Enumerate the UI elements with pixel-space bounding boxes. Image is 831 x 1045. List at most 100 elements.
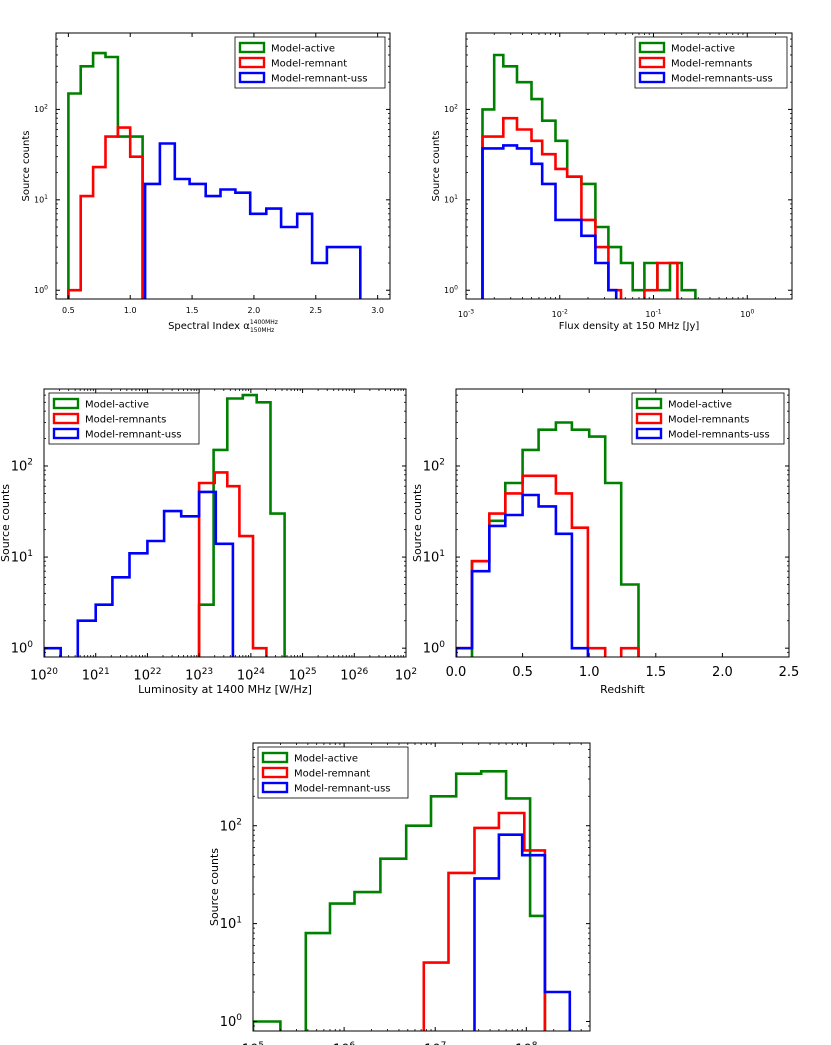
x-tick-label: 1021 [82,667,110,684]
x-tick-label: 1024 [237,667,265,684]
x-tick-label: 1.5 [186,306,199,315]
series-line-1 [470,421,640,657]
x-axis-label: Flux density at 150 MHz [Jy] [559,321,700,332]
y-tick-label: 102 [220,817,242,834]
legend-swatch-1 [635,397,663,410]
chart-panel-4: 0.0 0.5 1.0 1.5 2.0 2.5 100 101 102 Redshift Sourc… [411,388,800,696]
series-line-3 [143,142,362,299]
legend-swatch-3 [635,427,663,440]
legend-label-3: Model-remnants-uss [668,430,770,441]
x-tick-label: 1025 [289,667,317,684]
chart-panel-1: 0.5 1.0 1.5 2.0 2.5 3.0 100 101 102 Spectral Inde… [21,32,391,334]
y-tick-label: 100 [220,1013,243,1030]
x-axis-label: Spectral Index α1400MHz 150MHz [168,319,278,334]
legend-swatch-3 [238,71,266,84]
legend-label-2: Model-remnant [294,769,370,780]
x-tick-label: 106 [333,1041,356,1045]
y-tick-label: 100 [34,284,48,295]
series-line-2 [67,126,144,299]
series-line-1 [481,53,697,299]
plot-frame [455,388,790,658]
legend: Model-active Model-remnants Model-remnants… [634,36,788,89]
y-tick-label: 102 [11,458,33,475]
legend-swatch-1 [238,41,266,54]
series-line-2 [197,471,268,657]
x-axis-label: Redshift [600,683,645,696]
y-axis-label: Source counts [21,131,32,202]
y-tick-label: 100 [444,284,458,295]
legend-swatch-2 [635,412,663,425]
y-axis-label: Source counts [431,131,442,202]
series-line-3 [456,493,590,657]
y-tick-label: 101 [34,194,48,205]
x-tick-label: 1.0 [579,665,600,680]
legend-box [48,392,200,445]
legend-label-1: Model-active [668,400,732,411]
series-line-2 [422,811,547,1031]
legend-label-2: Model-remnant [271,59,347,70]
y-tick-label: 100 [423,640,446,657]
y-axis-label: Source counts [411,484,424,562]
y-tick-label: 101 [11,549,33,566]
series-line-2 [481,116,679,299]
legend-label-3: Model-remnant-uss [271,74,368,85]
x-tick-label: 10-1 [645,309,661,320]
series-line-1 [253,770,547,1031]
x-tick-label: 1023 [185,667,213,684]
legend: Model-active Model-remnant Model-remnant-u… [257,746,409,799]
legend-box [631,392,785,445]
x-tick-label: 0.5 [62,306,75,315]
legend-label-3: Model-remnant-uss [85,430,182,441]
x-tick-label: 2.5 [779,665,800,680]
legend-swatch-2 [638,56,666,69]
x-tick-label: 108 [515,1041,538,1045]
x-tick-label: 2.5 [309,306,322,315]
series-line-2 [456,474,640,657]
x-tick-label: 3.0 [371,306,384,315]
legend-swatch-2 [52,412,80,425]
plot-frame [55,32,391,300]
series-line-3 [481,144,618,299]
legend-label-3: Model-remnant-uss [294,784,391,795]
plot-frame [465,32,793,300]
legend-swatch-3 [261,781,289,794]
legend-swatch-1 [261,751,289,764]
legend-label-3: Model-remnants-uss [671,74,773,85]
x-tick-label: 1026 [340,667,368,684]
x-tick-label: 1020 [30,667,58,684]
legend-swatch-1 [52,397,80,410]
chart-panel-5: 105106107108100101102Age [yr]Source coun… [208,742,591,1045]
legend: Model-active Model-remnant Model-remnant-u… [234,36,386,89]
x-tick-label: 102 [395,667,417,684]
plot-frame [43,388,407,658]
x-tick-label: 0.0 [446,665,467,680]
y-tick-label: 101 [423,549,445,566]
legend-box [234,36,386,89]
x-tick-label: 10-2 [552,309,568,320]
legend-swatch-2 [261,766,289,779]
legend: Model-active Model-remnants Model-remnant-… [48,392,200,445]
x-tick-label: 105 [242,1041,264,1045]
series-line-3 [44,490,235,657]
y-tick-label: 102 [444,104,458,115]
legend-swatch-3 [638,71,666,84]
legend-label-2: Model-remnants [85,415,166,426]
x-tick-label: 107 [424,1041,446,1045]
x-axis-label: Luminosity at 1400 MHz [W/Hz] [138,683,312,696]
legend-label-1: Model-active [271,44,335,55]
y-tick-label: 102 [423,458,445,475]
y-axis-label: Source counts [0,484,12,562]
legend: Model-active Model-remnants Model-remnants… [631,392,785,445]
legend-swatch-2 [238,56,266,69]
legend-label-1: Model-active [294,754,358,765]
y-tick-label: 101 [220,915,242,932]
legend-label-2: Model-remnants [668,415,749,426]
legend-label-1: Model-active [671,44,735,55]
y-axis-label: Source counts [208,848,221,926]
x-tick-label: 1022 [133,667,161,684]
y-tick-label: 102 [34,104,48,115]
chart-panel-2: 10-3 10-2 10-1 100 100 101 102 Flux density at … [431,32,793,332]
x-tick-label: 2.0 [712,665,733,680]
series-line-1 [197,393,286,657]
